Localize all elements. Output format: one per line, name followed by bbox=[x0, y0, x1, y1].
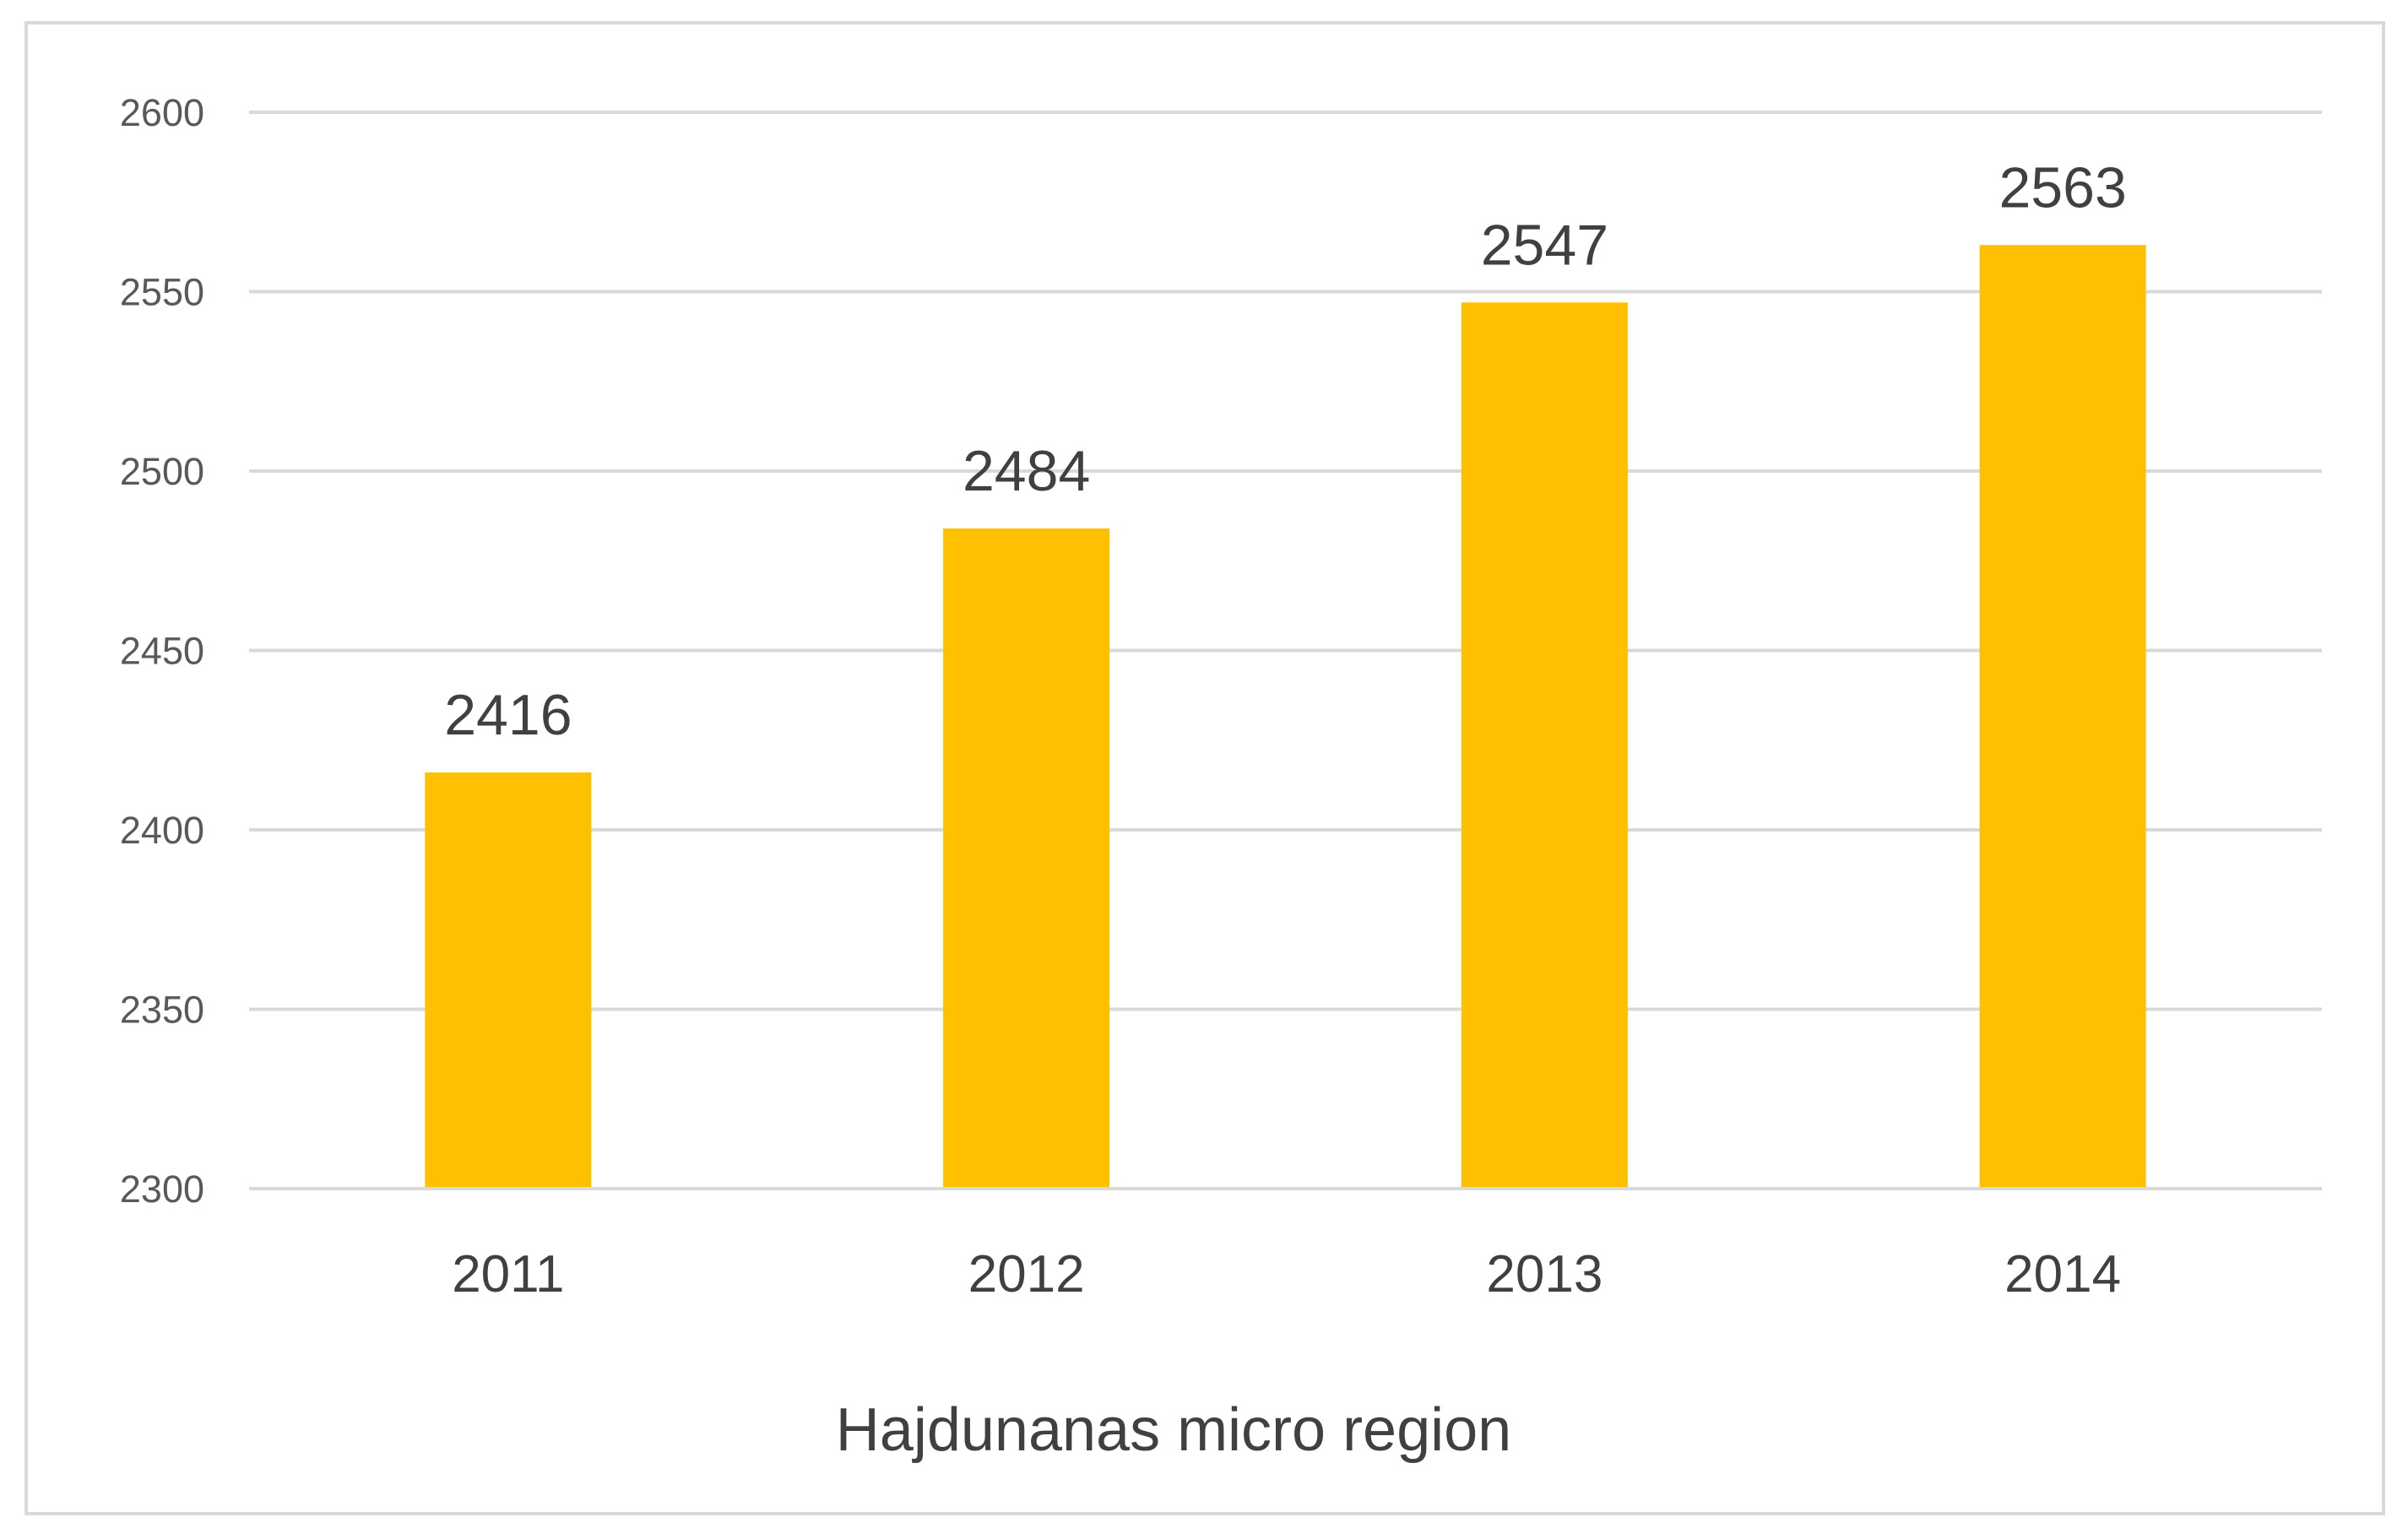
x-tick-label-2011: 2011 bbox=[452, 1245, 564, 1303]
data-label-2014: 2563 bbox=[1999, 155, 2126, 219]
bar-2014 bbox=[1979, 245, 2146, 1189]
bars bbox=[249, 245, 2322, 1190]
data-label-2013: 2547 bbox=[1481, 213, 1608, 277]
y-tick-label-2350: 2350 bbox=[120, 989, 204, 1032]
bar-2013 bbox=[1461, 302, 1628, 1189]
data-label-2012: 2484 bbox=[963, 439, 1090, 503]
data-labels: 2416 2484 2547 2563 bbox=[444, 155, 2127, 747]
x-tick-label-2013: 2013 bbox=[1486, 1245, 1603, 1303]
y-tick-label-2600: 2600 bbox=[120, 91, 204, 134]
y-tick-label-2500: 2500 bbox=[120, 450, 204, 493]
x-axis-tick-labels: 2011 2012 2013 2014 bbox=[452, 1245, 2121, 1303]
y-tick-label-2400: 2400 bbox=[120, 809, 204, 852]
y-tick-label-2300: 2300 bbox=[120, 1168, 204, 1211]
bar-2011 bbox=[425, 772, 592, 1189]
x-axis-title: Hajdunanas micro region bbox=[836, 1396, 1511, 1464]
y-axis-tick-labels: 2300 2350 2400 2450 2500 2550 2600 bbox=[120, 91, 204, 1211]
y-tick-label-2450: 2450 bbox=[120, 630, 204, 673]
y-tick-label-2550: 2550 bbox=[120, 271, 204, 314]
x-tick-label-2012: 2012 bbox=[968, 1245, 1085, 1303]
bar-2012 bbox=[943, 528, 1110, 1189]
data-label-2011: 2416 bbox=[444, 683, 572, 747]
x-tick-label-2014: 2014 bbox=[2004, 1245, 2121, 1303]
